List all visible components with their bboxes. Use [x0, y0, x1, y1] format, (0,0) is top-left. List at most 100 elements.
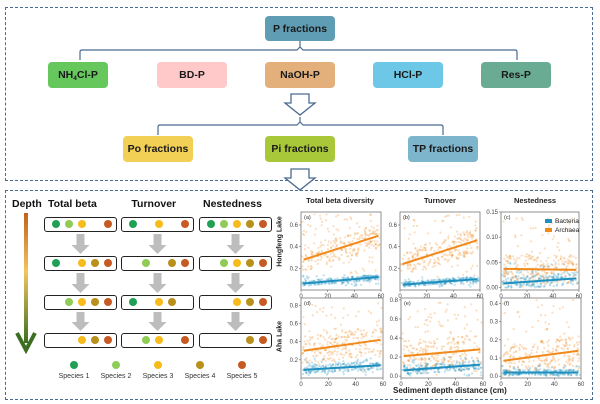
data-point-archaea	[433, 364, 436, 367]
data-point-archaea	[376, 341, 379, 344]
data-point-bacteria	[472, 362, 476, 365]
data-point-archaea	[547, 366, 550, 369]
data-point-archaea	[537, 356, 540, 359]
data-point-archaea	[379, 353, 382, 356]
data-point-bacteria	[371, 362, 374, 366]
data-point-archaea	[543, 265, 546, 268]
data-point-archaea	[514, 350, 518, 353]
data-point-archaea	[449, 251, 452, 255]
data-point-archaea	[369, 240, 372, 243]
data-point-bacteria	[542, 373, 545, 376]
data-point-archaea	[365, 347, 368, 350]
data-point-archaea	[329, 335, 332, 338]
data-point-archaea	[578, 341, 581, 344]
data-point-archaea	[313, 342, 316, 346]
data-point-bacteria	[462, 368, 466, 371]
data-point-archaea	[367, 241, 370, 244]
data-point-archaea	[541, 359, 544, 362]
data-point-bacteria	[558, 373, 561, 376]
data-point-bacteria	[561, 282, 564, 285]
data-point-archaea	[437, 246, 440, 249]
data-point-bacteria	[526, 275, 529, 278]
data-point-bacteria	[475, 367, 478, 370]
data-point-bacteria	[439, 363, 442, 366]
data-point-bacteria	[425, 365, 428, 368]
data-point-bacteria	[309, 283, 312, 286]
data-point-archaea	[319, 334, 322, 337]
species-4-dot	[168, 259, 176, 268]
data-point-archaea	[423, 357, 426, 360]
data-point-bacteria	[525, 283, 528, 286]
data-point-bacteria	[545, 373, 548, 376]
data-point-bacteria	[306, 360, 309, 364]
data-point-bacteria	[563, 271, 566, 274]
data-point-archaea	[506, 256, 509, 259]
data-point-archaea	[346, 255, 349, 258]
data-point-archaea	[516, 245, 520, 248]
panel-tag: (a)	[304, 215, 311, 221]
data-point-bacteria	[467, 367, 471, 370]
x-tick-label: 20	[425, 382, 432, 388]
data-point-archaea	[475, 309, 478, 312]
data-point-archaea	[369, 219, 372, 223]
data-point-bacteria	[465, 280, 469, 284]
data-point-archaea	[304, 253, 307, 256]
data-point-bacteria	[515, 283, 519, 286]
data-point-bacteria	[548, 284, 552, 287]
data-point-bacteria	[336, 277, 339, 280]
data-point-archaea	[545, 358, 548, 361]
data-point-bacteria	[416, 370, 419, 373]
data-point-archaea	[347, 240, 350, 244]
data-point-archaea	[444, 215, 447, 218]
data-point-bacteria	[557, 272, 560, 275]
data-point-archaea	[355, 222, 359, 225]
data-point-archaea	[323, 253, 326, 256]
data-point-bacteria	[306, 277, 309, 280]
data-point-archaea	[422, 265, 425, 268]
data-point-bacteria	[376, 361, 379, 364]
data-point-archaea	[411, 256, 414, 259]
data-point-archaea	[330, 306, 333, 309]
hcl-p-label: HCl-P	[393, 69, 423, 81]
data-point-archaea	[332, 244, 335, 247]
data-point-archaea	[405, 345, 408, 348]
data-point-archaea	[444, 353, 447, 356]
data-point-bacteria	[375, 368, 378, 371]
y-tick-label: 0.4	[490, 301, 499, 307]
data-point-archaea	[307, 265, 310, 268]
data-point-archaea	[406, 263, 409, 266]
data-point-bacteria	[368, 368, 371, 371]
data-point-archaea	[351, 248, 354, 252]
data-point-bacteria	[304, 370, 307, 373]
data-point-bacteria	[570, 279, 573, 282]
data-point-archaea	[476, 246, 479, 249]
data-point-bacteria	[405, 280, 408, 284]
data-point-bacteria	[550, 276, 553, 279]
data-point-bacteria	[435, 278, 438, 281]
data-point-archaea	[333, 349, 336, 352]
data-point-bacteria	[557, 276, 560, 279]
data-point-archaea	[547, 349, 550, 352]
data-point-archaea	[421, 268, 425, 271]
data-point-bacteria	[418, 371, 421, 374]
fit-line-bacteria	[303, 364, 381, 371]
data-point-bacteria	[364, 274, 367, 277]
down-arrow-1	[283, 93, 317, 116]
data-point-bacteria	[504, 266, 508, 269]
data-point-archaea	[326, 255, 330, 258]
tp-fractions-box: TP fractions	[408, 136, 478, 162]
data-point-archaea	[437, 259, 440, 262]
data-point-archaea	[347, 234, 350, 237]
data-point-bacteria	[354, 360, 357, 363]
data-point-bacteria	[361, 279, 364, 282]
data-point-archaea	[507, 369, 511, 372]
data-point-bacteria	[474, 366, 478, 369]
data-point-bacteria	[508, 373, 511, 376]
data-point-bacteria	[552, 373, 555, 376]
data-point-archaea	[516, 265, 519, 268]
data-point-archaea	[302, 346, 305, 349]
y-tick-label: 0.4	[390, 336, 399, 342]
data-point-bacteria	[515, 369, 519, 372]
data-point-bacteria	[452, 277, 455, 280]
data-point-bacteria	[320, 283, 323, 286]
